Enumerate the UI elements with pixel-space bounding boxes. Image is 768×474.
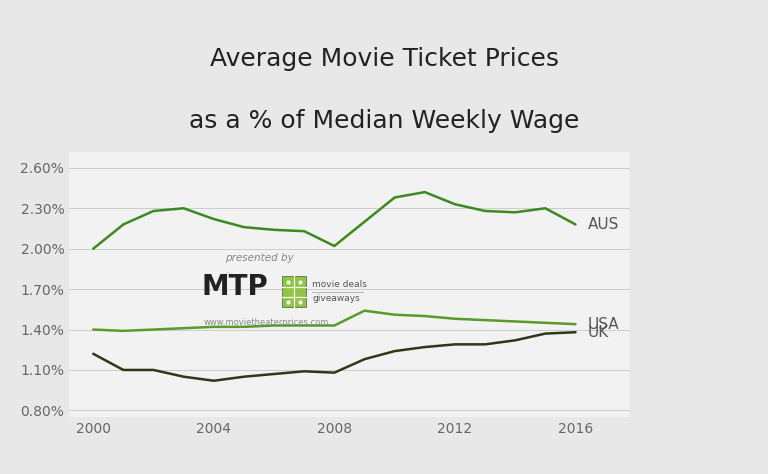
Text: presented by: presented by: [225, 253, 294, 263]
Text: UK: UK: [588, 325, 609, 340]
Text: AUS: AUS: [588, 217, 619, 232]
Text: as a % of Median Weekly Wage: as a % of Median Weekly Wage: [189, 109, 579, 133]
Text: giveaways: giveaways: [313, 294, 360, 303]
Text: Average Movie Ticket Prices: Average Movie Ticket Prices: [210, 47, 558, 72]
Text: USA: USA: [588, 317, 619, 332]
Text: MTP: MTP: [201, 273, 268, 301]
Text: movie deals: movie deals: [313, 281, 367, 290]
FancyBboxPatch shape: [282, 276, 306, 307]
Text: www.movietheaterprices.com: www.movietheaterprices.com: [204, 319, 329, 328]
